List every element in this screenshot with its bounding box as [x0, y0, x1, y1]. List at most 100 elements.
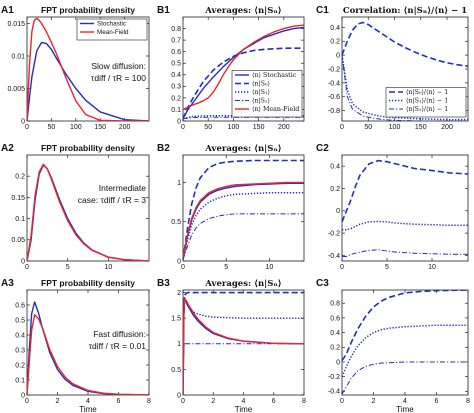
series-group	[342, 21, 468, 121]
panel-title: Averages: ⟨n|Sₙ⟩	[204, 144, 281, 154]
y-tick-label: 0.1	[15, 377, 25, 384]
annotation-line: τdiff / τR = 0.01	[89, 341, 147, 351]
panel-title: Averages: ⟨n|Sₙ⟩	[204, 279, 281, 289]
series-group	[27, 301, 149, 395]
annotation-line: Slow diffusion:	[91, 61, 146, 71]
series-line-b2-4	[183, 181, 304, 258]
y-tick-label: 1	[177, 180, 181, 187]
series-group	[183, 291, 304, 395]
legend: ⟨n⟩ Stochastic ⟨n|S₀⟩⟨n|S₁⟩ ⟨n|S₂⟩⟨n⟩ Mean…	[231, 70, 303, 118]
y-tick-label: 0	[21, 258, 25, 265]
y-tick-label: 0	[336, 208, 340, 215]
y-tick-label: 0.8	[171, 26, 181, 33]
x-tick-label: 0	[340, 264, 344, 271]
y-tick-label: 0	[177, 258, 181, 265]
x-tick-label: 6	[272, 398, 276, 405]
y-tick-label: 0.2	[15, 174, 25, 181]
x-tick-label: 0	[181, 398, 185, 405]
x-tick-label: 100	[70, 124, 82, 131]
y-tick-label: -0.4	[328, 253, 340, 260]
y-tick-label: 0.6	[330, 315, 340, 322]
series-group	[183, 159, 304, 260]
y-tick-label: -0.2	[328, 231, 340, 238]
series-line-b1-1	[183, 47, 304, 120]
y-tick-label: 0.2	[330, 39, 340, 46]
panel-a2: 0 5 10 0 0.05 0.1 0.15 0.2 A2 FPT probability den…	[1, 143, 150, 271]
series-line-b2-3	[183, 213, 304, 260]
x-tick-label: 5	[224, 264, 228, 271]
y-tick-label: 0.4	[171, 72, 181, 79]
plot-area	[182, 289, 305, 396]
x-tick-label: 4	[403, 398, 407, 405]
series-line-b2-2	[183, 191, 304, 260]
panel-label: C2	[316, 143, 329, 154]
y-tick-label: 2	[177, 290, 181, 297]
legend-entry: ⟨n|S₁⟩/⟨n⟩ − 1	[406, 98, 448, 105]
y-tick-label: 0.5	[171, 367, 181, 374]
series-group	[342, 290, 468, 395]
x-tick-label: 10	[266, 264, 274, 271]
x-tick-label: 2	[372, 398, 376, 405]
panel-label: A3	[1, 278, 14, 289]
x-axis-label: Time	[396, 405, 414, 413]
series-line-b3-4	[183, 298, 304, 395]
panel-label: B1	[157, 5, 170, 16]
y-tick-label: 0.6	[171, 49, 181, 56]
panel-title: Averages: ⟨n|Sₙ⟩	[204, 6, 281, 16]
legend-entry: Stochastic	[97, 21, 126, 28]
y-tick-label: 0.7	[171, 38, 181, 45]
x-tick-label: 5	[385, 264, 389, 271]
x-tick-label: 4	[86, 398, 90, 405]
x-tick-label: 150	[94, 124, 106, 131]
x-axis-label: Time	[79, 405, 97, 413]
y-tick-label: 0.2	[330, 186, 340, 193]
x-tick-label: 8	[147, 398, 151, 405]
legend-entry: ⟨n|S₁⟩	[252, 89, 270, 96]
x-tick-label: 100	[389, 124, 401, 131]
y-tick-label: 0.3	[15, 347, 25, 354]
x-axis-label: Time	[235, 405, 253, 413]
panel-c1: 0 50 100 150 200 -0.8 -0.6 -0.4 -0.2 0 0.2 0.4 C1 Cor…	[316, 5, 469, 131]
y-tick-label: 0.2	[330, 345, 340, 352]
legend-entry: ⟨n|S₂⟩/⟨n⟩ − 1	[406, 106, 448, 113]
series-line-c3-2	[342, 361, 468, 395]
x-tick-label: 2	[211, 398, 215, 405]
y-tick-label: 0	[21, 392, 25, 399]
legend: ⟨n|S₀⟩/⟨n⟩ − 1 ⟨n|S₁⟩/⟨n⟩ − 1⟨n|S₂⟩/⟨n⟩ −…	[385, 87, 467, 118]
x-tick-label: 50	[204, 124, 212, 131]
legend-entry: ⟨n|S₀⟩	[252, 81, 270, 88]
panel-b2: 0 5 10 0 0.5 1 B2 Averages: ⟨n|Sₙ⟩	[157, 143, 305, 271]
x-tick-label: 8	[302, 398, 306, 405]
y-tick-label: -0.6	[328, 94, 340, 101]
legend-box	[76, 18, 148, 41]
y-tick-label: 0	[177, 392, 181, 399]
panel-label: B2	[157, 143, 170, 154]
y-tick-label: -0.2	[328, 66, 340, 73]
series-line-c2-1	[342, 220, 468, 231]
y-tick-label: 1	[177, 341, 181, 348]
series-line-b1-3	[183, 116, 304, 120]
y-tick-label: 0.4	[330, 164, 340, 171]
x-tick-label: 6	[435, 398, 439, 405]
panel-b3: 0 2 4 6 8 0 0.5 1 1.5 2 B3 Averages: ⟨n|Sₙ⟩ Time	[157, 278, 306, 413]
y-tick-label: -0.2	[328, 374, 340, 381]
y-tick-label: 0.1	[171, 107, 181, 114]
x-tick-label: 0	[181, 124, 185, 131]
y-tick-label: 0.5	[171, 61, 181, 68]
legend-entry: Mean-Field	[97, 29, 129, 36]
y-tick-label: 1.5	[171, 316, 181, 323]
y-tick-label: -0.4	[328, 80, 340, 87]
x-tick-label: 8	[466, 398, 470, 405]
panel-title: FPT probability density	[41, 143, 135, 153]
x-tick-label: 10	[104, 264, 112, 271]
annotation-line: Intermediate	[99, 183, 147, 193]
panel-label: A1	[1, 5, 14, 16]
panel-a1: 0 50 100 150 200 0 0.005 0.01 0.015 A1 FPT probabi…	[1, 5, 150, 131]
x-tick-label: 0	[25, 124, 29, 131]
y-tick-label: 0.01	[11, 53, 25, 60]
y-tick-label: 0	[21, 118, 25, 125]
series-line-a1-1	[27, 17, 149, 121]
y-tick-label: 0.5	[15, 317, 25, 324]
series-line-c2-0	[342, 159, 468, 223]
series-line-b2-1	[183, 159, 304, 260]
